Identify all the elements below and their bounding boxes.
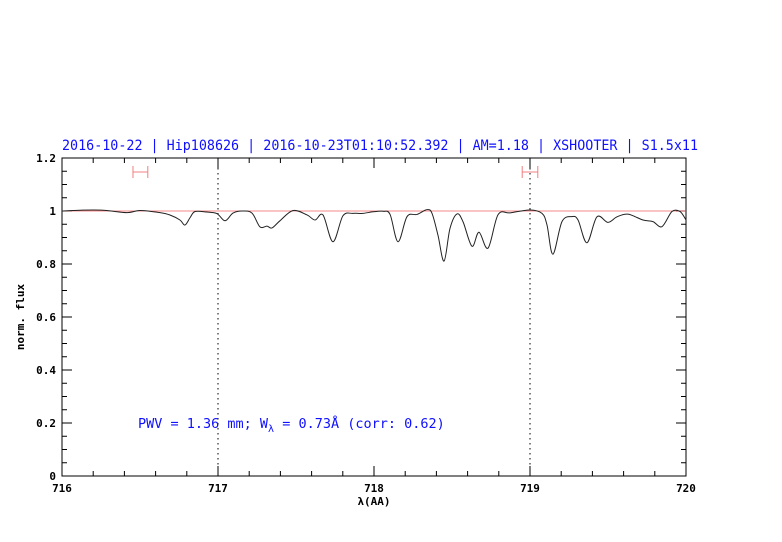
spectrum-line — [61, 209, 687, 262]
y-tick-label: 0 — [49, 470, 56, 483]
y-tick-label: 0.6 — [36, 311, 56, 324]
fit-range-marker — [521, 166, 539, 178]
y-tick-label: 1 — [49, 205, 56, 218]
x-tick-label: 718 — [364, 482, 384, 495]
y-tick-label: 1.2 — [36, 152, 56, 165]
y-tick-label: 0.8 — [36, 258, 56, 271]
annotation-suffix: = 0.73Å (corr: 0.62) — [274, 415, 445, 432]
x-tick-label: 716 — [52, 482, 72, 495]
y-tick-label: 0.2 — [36, 417, 56, 430]
annotation-prefix: PWV = 1.36 mm; W — [138, 416, 269, 432]
x-tick-label: 720 — [676, 482, 696, 495]
x-tick-label: 717 — [208, 482, 228, 495]
fit-range-marker — [132, 166, 149, 178]
annotation-subscript: λ — [268, 424, 274, 435]
y-tick-label: 0.4 — [36, 364, 56, 377]
axes: 716 717 718 719 720 0 0.2 0.4 0.6 0.8 1 1.2 — [36, 152, 696, 495]
x-tick-label: 719 — [520, 482, 540, 495]
chart-title: 2016-10-22 | Hip108626 | 2016-10-23T01:1… — [62, 138, 698, 154]
x-axis-label: λ(AA) — [357, 495, 390, 508]
pwv-annotation: PWV = 1.36 mm; Wλ = 0.73Å (corr: 0.62) — [138, 415, 445, 435]
y-axis-label: norm. flux — [14, 284, 27, 351]
marks — [61, 158, 687, 476]
